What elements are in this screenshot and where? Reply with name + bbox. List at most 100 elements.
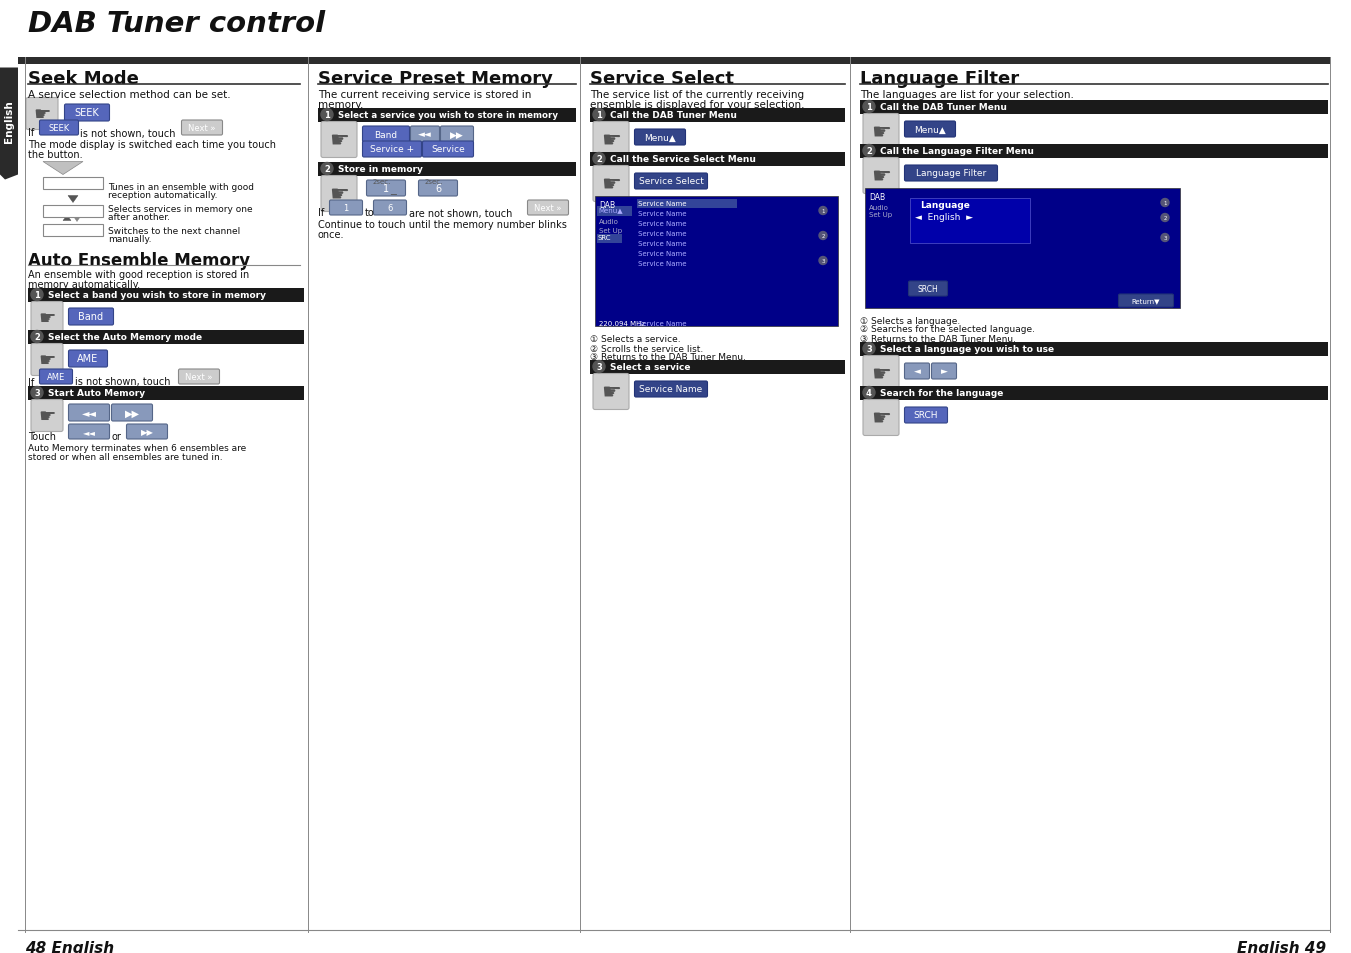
Text: Call the DAB Tuner Menu: Call the DAB Tuner Menu xyxy=(880,103,1006,112)
FancyBboxPatch shape xyxy=(527,201,569,215)
Bar xyxy=(861,144,1328,158)
Text: ① Selects a service.: ① Selects a service. xyxy=(590,335,681,344)
Text: Select a band you wish to store in memory: Select a band you wish to store in memor… xyxy=(49,291,266,299)
Polygon shape xyxy=(0,69,18,180)
Text: SEEK: SEEK xyxy=(74,109,100,118)
Polygon shape xyxy=(43,162,82,175)
Text: Service Name: Service Name xyxy=(638,252,686,257)
Circle shape xyxy=(1161,234,1169,242)
Text: ③ Returns to the DAB Tuner Menu.: ③ Returns to the DAB Tuner Menu. xyxy=(861,335,1016,343)
Text: once.: once. xyxy=(317,230,345,239)
Text: Service Name: Service Name xyxy=(638,321,686,327)
Text: the button.: the button. xyxy=(28,150,82,159)
Text: Service Name: Service Name xyxy=(638,241,686,247)
Text: ◄: ◄ xyxy=(913,367,920,376)
Circle shape xyxy=(593,153,605,165)
FancyBboxPatch shape xyxy=(863,114,898,151)
FancyBboxPatch shape xyxy=(635,173,708,190)
FancyBboxPatch shape xyxy=(322,176,357,213)
FancyBboxPatch shape xyxy=(69,424,109,439)
FancyBboxPatch shape xyxy=(423,142,473,158)
Text: Store in memory: Store in memory xyxy=(338,165,423,173)
Text: AME: AME xyxy=(47,373,65,381)
FancyBboxPatch shape xyxy=(39,121,78,136)
Text: Menu▲: Menu▲ xyxy=(915,126,946,134)
FancyBboxPatch shape xyxy=(905,408,947,423)
Text: ③ Returns to the DAB Tuner Menu.: ③ Returns to the DAB Tuner Menu. xyxy=(590,354,746,362)
Bar xyxy=(28,288,304,302)
Circle shape xyxy=(31,387,43,399)
Text: English 49: English 49 xyxy=(1238,940,1325,953)
Text: memory automatically.: memory automatically. xyxy=(28,279,141,289)
Text: 3: 3 xyxy=(821,258,824,264)
Text: Language: Language xyxy=(920,200,970,210)
FancyBboxPatch shape xyxy=(362,142,422,158)
Circle shape xyxy=(819,208,827,215)
Text: ☛: ☛ xyxy=(601,131,621,151)
Text: is not shown, touch: is not shown, touch xyxy=(76,377,170,387)
Text: Switches to the next channel: Switches to the next channel xyxy=(108,226,240,235)
Text: 4: 4 xyxy=(866,389,871,397)
Text: 1: 1 xyxy=(821,209,824,213)
FancyBboxPatch shape xyxy=(411,127,439,143)
Text: Menu▲: Menu▲ xyxy=(644,133,676,142)
Text: Service Preset Memory: Service Preset Memory xyxy=(317,71,553,89)
Text: 2: 2 xyxy=(821,233,824,239)
Text: 1: 1 xyxy=(1163,201,1167,206)
FancyBboxPatch shape xyxy=(322,122,357,158)
Bar xyxy=(18,57,1331,65)
Text: Next »: Next » xyxy=(185,373,212,381)
Text: to: to xyxy=(365,209,374,218)
Bar xyxy=(317,109,576,122)
FancyBboxPatch shape xyxy=(39,370,73,385)
Text: Set Up: Set Up xyxy=(869,213,892,218)
Text: ☛: ☛ xyxy=(601,174,621,194)
Text: ☛: ☛ xyxy=(34,105,51,124)
Text: 2sec.: 2sec. xyxy=(373,179,392,185)
Bar xyxy=(317,162,576,176)
FancyBboxPatch shape xyxy=(330,201,362,215)
Bar xyxy=(865,189,1179,308)
Text: Service +: Service + xyxy=(370,146,413,154)
Circle shape xyxy=(322,110,332,121)
Polygon shape xyxy=(63,216,72,221)
Circle shape xyxy=(863,146,875,157)
Text: Call the Service Select Menu: Call the Service Select Menu xyxy=(611,154,755,164)
FancyBboxPatch shape xyxy=(635,381,708,397)
FancyBboxPatch shape xyxy=(366,181,405,196)
FancyBboxPatch shape xyxy=(31,344,63,376)
Text: 2sec.: 2sec. xyxy=(426,179,443,185)
Text: Service Name: Service Name xyxy=(638,232,686,237)
Text: ☛: ☛ xyxy=(871,167,892,186)
FancyBboxPatch shape xyxy=(419,181,458,196)
Polygon shape xyxy=(73,216,81,222)
Text: ◄◄: ◄◄ xyxy=(417,131,432,139)
Text: The service list of the currently receiving: The service list of the currently receiv… xyxy=(590,90,804,99)
Circle shape xyxy=(593,361,605,374)
Text: Band: Band xyxy=(374,131,397,139)
FancyBboxPatch shape xyxy=(593,167,630,202)
Text: SRCH: SRCH xyxy=(917,285,939,294)
Text: If: If xyxy=(28,377,34,387)
Text: Select a service: Select a service xyxy=(611,363,690,372)
Text: Search for the language: Search for the language xyxy=(880,389,1004,397)
Text: Continue to touch until the memory number blinks: Continue to touch until the memory numbe… xyxy=(317,220,567,231)
Circle shape xyxy=(31,289,43,301)
Text: The current receiving service is stored in: The current receiving service is stored … xyxy=(317,90,531,99)
Text: 220.094 MHz: 220.094 MHz xyxy=(598,321,644,327)
Text: An ensemble with good reception is stored in: An ensemble with good reception is store… xyxy=(28,271,249,280)
Text: ② Searches for the selected language.: ② Searches for the selected language. xyxy=(861,325,1035,335)
Text: If: If xyxy=(317,209,324,218)
FancyBboxPatch shape xyxy=(863,400,898,436)
Text: ◄◄: ◄◄ xyxy=(82,428,96,436)
Bar xyxy=(861,386,1328,400)
FancyBboxPatch shape xyxy=(65,105,109,122)
FancyBboxPatch shape xyxy=(69,405,109,421)
Bar xyxy=(43,205,103,217)
Circle shape xyxy=(863,101,875,113)
Text: Service Name: Service Name xyxy=(639,385,703,395)
FancyBboxPatch shape xyxy=(26,98,58,131)
FancyBboxPatch shape xyxy=(908,282,947,296)
FancyBboxPatch shape xyxy=(863,356,898,392)
FancyBboxPatch shape xyxy=(905,122,955,138)
